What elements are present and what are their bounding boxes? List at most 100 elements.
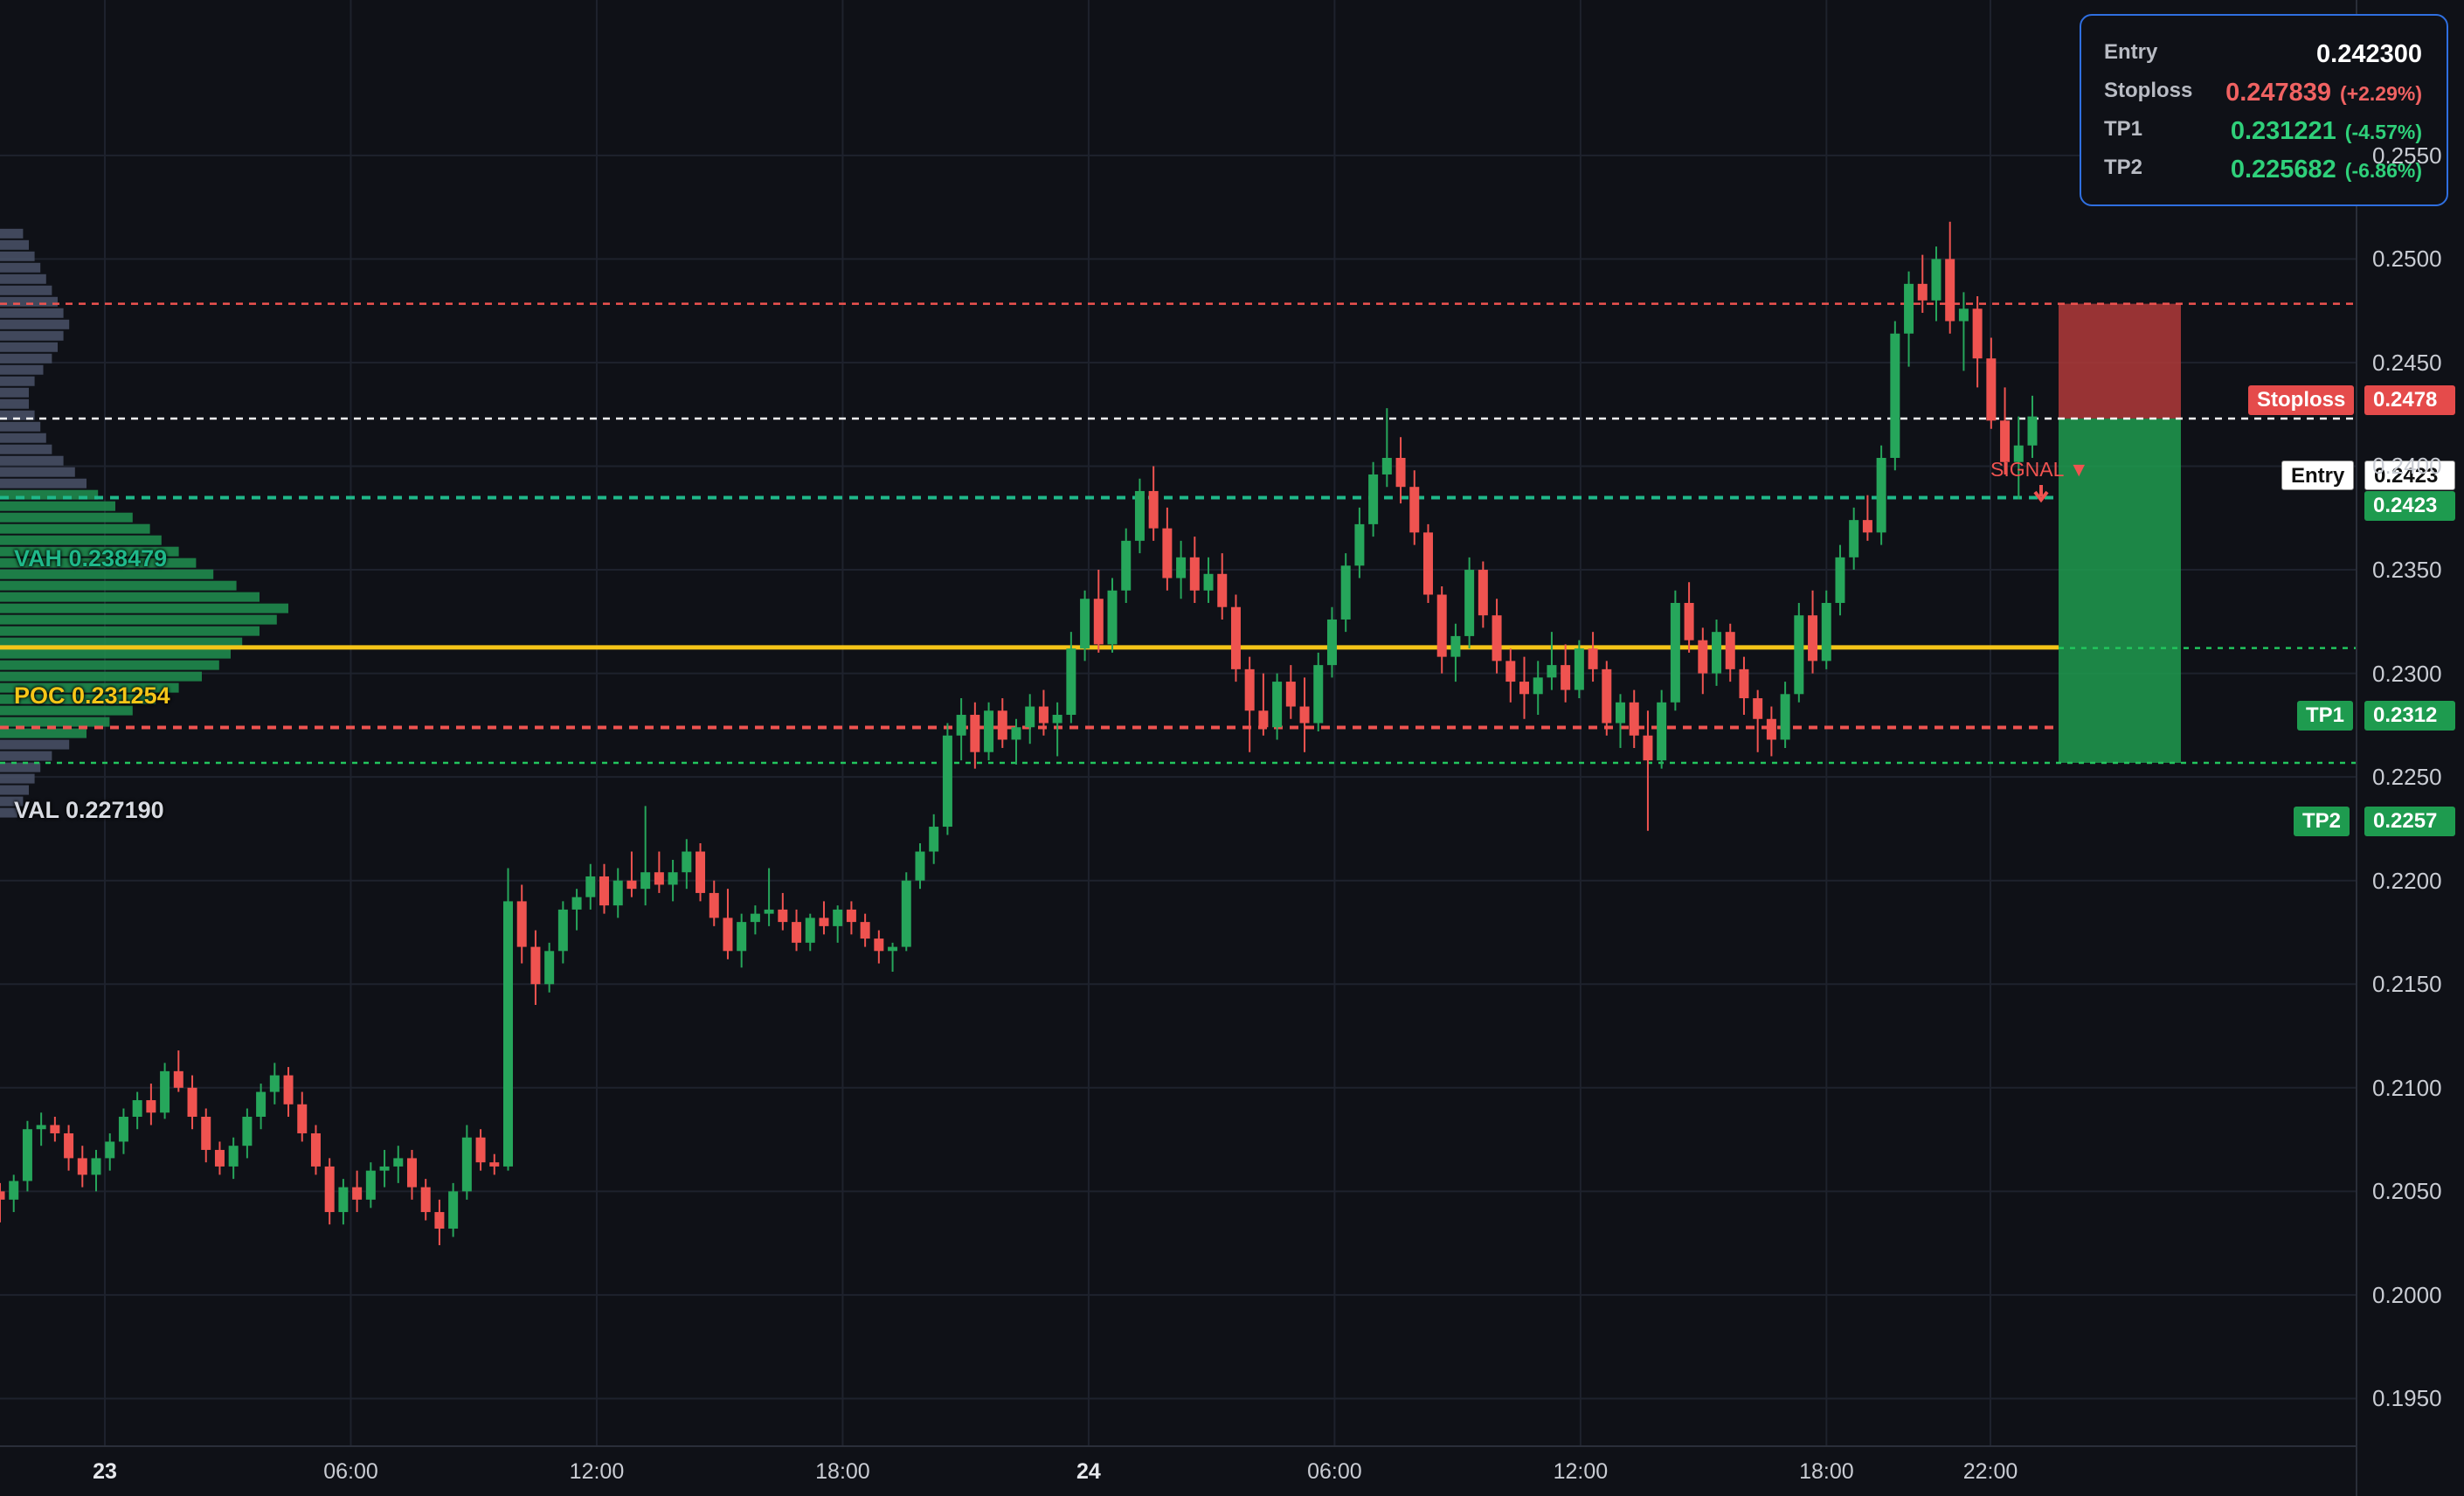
volume-profile-bar xyxy=(0,467,75,477)
candle xyxy=(1134,478,1145,554)
info-stoploss-row: Stoploss 0.247839 (+2.29%) xyxy=(2104,79,2422,114)
candle-body xyxy=(1561,665,1571,690)
info-tp1-value: 0.231221 (-4.57%) xyxy=(2231,117,2422,146)
candle-body xyxy=(1093,599,1104,645)
candle xyxy=(1258,673,1269,736)
candle-body xyxy=(1574,648,1584,690)
candle xyxy=(997,698,1007,748)
candle xyxy=(1368,461,1379,537)
candle-body xyxy=(1684,602,1694,641)
info-entry-label: Entry xyxy=(2104,40,2158,64)
candle-body xyxy=(915,851,925,881)
candle xyxy=(393,1146,404,1183)
candle-body xyxy=(792,922,802,943)
candle xyxy=(283,1067,294,1118)
candle xyxy=(1080,590,1090,661)
candle-body xyxy=(256,1091,266,1118)
candle xyxy=(1176,540,1187,599)
volume-profile-bar xyxy=(0,433,46,443)
candle xyxy=(269,1063,280,1105)
candle-body xyxy=(1753,698,1763,719)
candle xyxy=(1121,528,1132,603)
info-stoploss-label: Stoploss xyxy=(2104,79,2193,102)
info-tp2-value: 0.225682 (-6.86%) xyxy=(2231,156,2422,184)
volume-profile-bar xyxy=(0,410,35,420)
candle xyxy=(613,868,623,918)
candle-body xyxy=(242,1117,253,1146)
candle xyxy=(585,863,596,910)
candle xyxy=(2027,395,2038,459)
candle xyxy=(1588,632,1598,682)
candle xyxy=(1561,644,1571,703)
volume-profile-bar xyxy=(0,376,35,386)
candle xyxy=(64,1125,74,1171)
price-tick-label: 0.1950 xyxy=(2372,1385,2442,1412)
candle xyxy=(475,1129,486,1171)
candle xyxy=(379,1149,390,1188)
candle xyxy=(1217,553,1228,620)
info-stoploss-value: 0.247839 (+2.29%) xyxy=(2225,79,2422,107)
candle xyxy=(1505,648,1516,703)
candle-body xyxy=(640,872,651,890)
time-tick-label: 06:00 xyxy=(1307,1459,1362,1484)
candle xyxy=(365,1162,376,1209)
candle-body xyxy=(599,876,610,906)
candle xyxy=(1244,656,1255,752)
candle xyxy=(434,1199,445,1246)
candle-body xyxy=(2000,420,2011,462)
volume-profile-bar xyxy=(0,580,237,591)
candle-body xyxy=(1340,565,1351,620)
candle xyxy=(516,884,527,964)
info-stoploss-pct: (+2.29%) xyxy=(2340,82,2422,105)
candle xyxy=(1066,632,1076,724)
candle-body xyxy=(1712,632,1722,674)
candle xyxy=(1808,590,1818,674)
candle xyxy=(682,839,692,890)
candle xyxy=(1354,507,1365,578)
candle-body xyxy=(1148,490,1159,529)
candle-body xyxy=(1547,665,1557,678)
candle xyxy=(901,872,911,952)
entry-tag-label: Entry xyxy=(2281,461,2355,490)
info-entry-value: 0.242300 xyxy=(2316,40,2422,68)
candle xyxy=(1725,623,1735,682)
price-tick-label: 0.2150 xyxy=(2372,971,2442,998)
candle xyxy=(1698,627,1708,695)
volume-profile-bar xyxy=(0,330,64,341)
volume-profile-bar xyxy=(0,694,156,704)
candle xyxy=(1835,544,1845,616)
candle-body xyxy=(36,1125,46,1130)
candle-body xyxy=(352,1187,363,1200)
candle xyxy=(1794,602,1804,703)
candle-body xyxy=(778,909,788,923)
time-tick-label: 18:00 xyxy=(1799,1459,1854,1484)
candle xyxy=(105,1132,115,1171)
candle-body xyxy=(475,1137,486,1163)
candle-body xyxy=(1958,308,1969,322)
info-stoploss-price: 0.247839 xyxy=(2225,79,2332,107)
candle xyxy=(654,851,664,893)
candle xyxy=(50,1117,60,1142)
signal-arrow-down-icon xyxy=(2033,485,2049,503)
candle xyxy=(9,1174,19,1213)
volume-profile-bar xyxy=(0,717,110,727)
candle xyxy=(1189,537,1200,603)
candle xyxy=(544,942,555,993)
candle xyxy=(1450,623,1461,682)
candle xyxy=(1148,466,1159,541)
time-tick-label: 23 xyxy=(93,1459,117,1484)
candle-body xyxy=(1643,735,1653,761)
candle xyxy=(160,1063,170,1119)
candle-body xyxy=(50,1125,60,1133)
price-tick-label: 0.2350 xyxy=(2372,557,2442,584)
candle-body xyxy=(1876,458,1886,533)
info-tp1-row: TP1 0.231221 (-4.57%) xyxy=(2104,117,2422,152)
candle-body xyxy=(1808,615,1818,661)
candle-body xyxy=(1217,573,1228,607)
candle xyxy=(36,1112,46,1146)
candle-body xyxy=(668,872,678,885)
candle-body xyxy=(9,1181,19,1200)
volume-profile-bar xyxy=(0,444,52,454)
trade-info-panel: Entry 0.242300 Stoploss 0.247839 (+2.29%)… xyxy=(2080,14,2448,206)
